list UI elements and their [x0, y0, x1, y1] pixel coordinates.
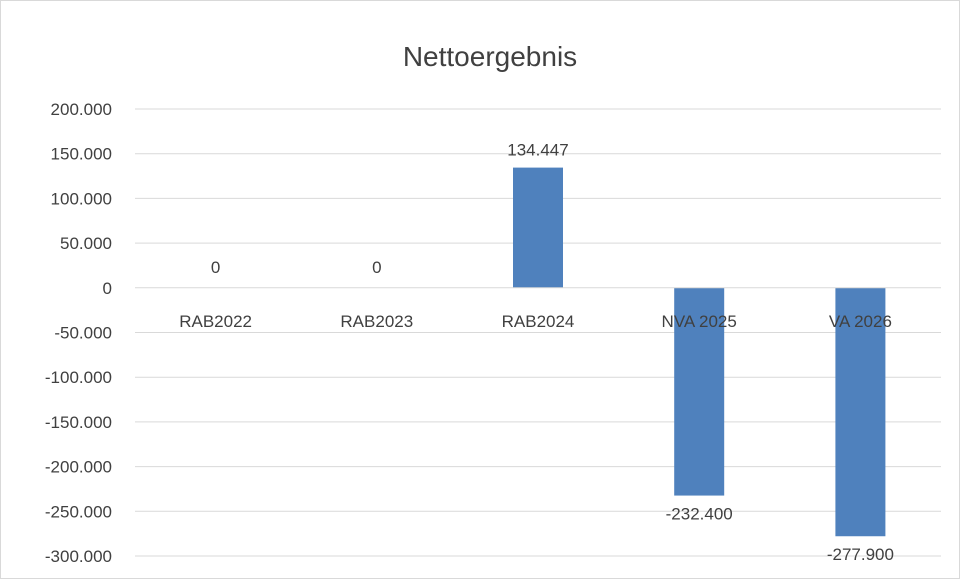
chart-title: Nettoergebnis	[403, 41, 577, 72]
bars	[513, 167, 886, 537]
category-label: VA 2026	[829, 312, 892, 331]
y-tick-label: -300.000	[45, 547, 112, 566]
data-label: 0	[211, 258, 220, 277]
y-tick-label: -100.000	[45, 368, 112, 387]
y-tick-label: 50.000	[60, 234, 112, 253]
y-tick-label: -50.000	[54, 324, 112, 343]
y-tick-label: -150.000	[45, 413, 112, 432]
bar-nva-2025	[674, 287, 725, 496]
category-label: RAB2023	[340, 312, 413, 331]
data-labels: 0 0 134.447 -232.400 -277.900	[211, 141, 894, 565]
data-label: 0	[372, 258, 381, 277]
category-label: NVA 2025	[662, 312, 737, 331]
y-tick-label: 150.000	[51, 145, 112, 164]
bar-va-2026	[835, 287, 886, 537]
bar-rab2024	[513, 167, 563, 288]
y-tick-label: 200.000	[51, 100, 112, 119]
y-tick-label: -250.000	[45, 502, 112, 521]
y-tick-label: 100.000	[51, 189, 112, 208]
y-tick-label: -200.000	[45, 458, 112, 477]
data-label: -232.400	[666, 505, 733, 524]
category-label: RAB2022	[179, 312, 252, 331]
y-axis-tick-labels: 200.000 150.000 100.000 50.000 0 -50.000 -100.…	[45, 100, 112, 566]
y-tick-label: 0	[103, 279, 112, 298]
category-label: RAB2024	[502, 312, 575, 331]
gridlines	[135, 108, 941, 557]
data-label: -277.900	[827, 545, 894, 564]
category-labels: RAB2022 RAB2023 RAB2024 NVA 2025 VA 2026	[179, 312, 892, 331]
data-label: 134.447	[507, 141, 568, 160]
